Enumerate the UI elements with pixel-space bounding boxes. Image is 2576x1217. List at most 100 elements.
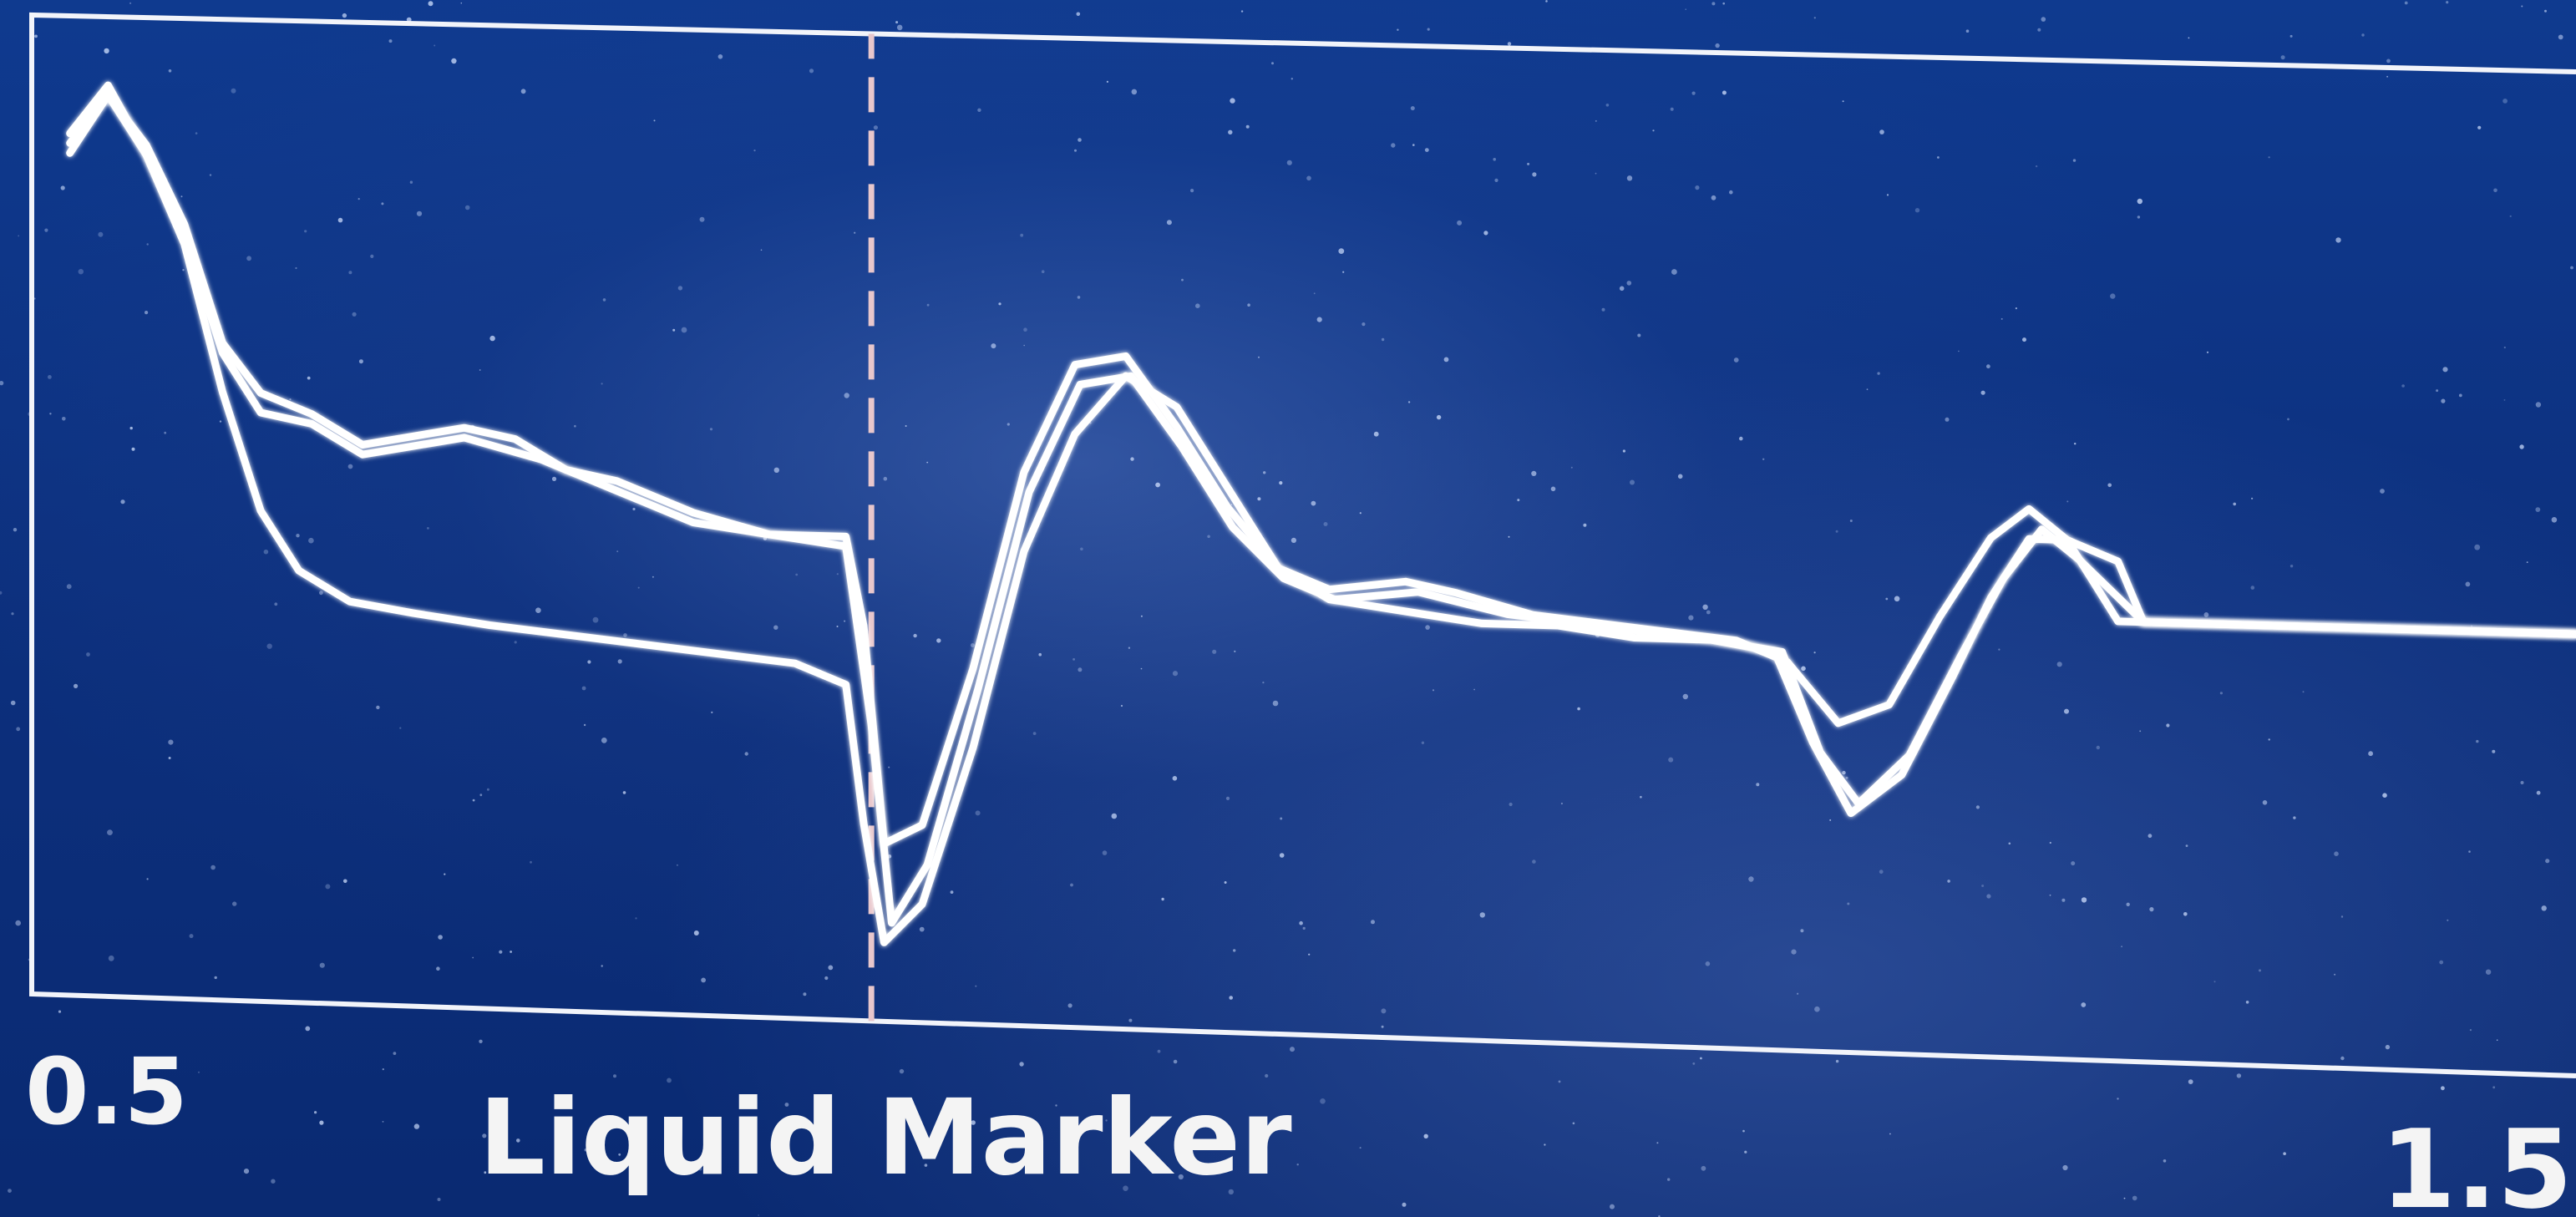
noise-speck: [2368, 751, 2374, 757]
noise-speck: [1626, 175, 1633, 181]
noise-speck: [1427, 28, 1430, 31]
noise-speck: [413, 1123, 420, 1129]
noise-speck: [2551, 517, 2558, 523]
noise-speck: [11, 612, 14, 616]
noise-speck: [2503, 399, 2506, 401]
noise-speck: [1432, 689, 1435, 692]
noise-speck: [1381, 337, 1385, 342]
noise-speck: [1290, 1047, 1295, 1052]
noise-speck: [2474, 544, 2481, 550]
noise-speck: [2458, 393, 2462, 398]
noise-speck: [635, 917, 637, 920]
noise-speck: [2219, 692, 2223, 695]
noise-speck: [382, 1068, 384, 1071]
noise-speck: [145, 311, 149, 315]
noise-speck: [854, 231, 856, 234]
noise-speck: [1711, 2, 1716, 6]
noise-speck: [2334, 851, 2339, 856]
noise-speck: [673, 1142, 677, 1144]
noise-speck: [844, 620, 846, 622]
noise-speck: [2206, 351, 2209, 353]
noise-speck: [1656, 1142, 1659, 1144]
noise-speck: [1531, 470, 1537, 477]
noise-speck: [305, 1026, 311, 1032]
noise-speck: [428, 1, 434, 7]
noise-speck: [1813, 17, 1816, 19]
noise-speck: [295, 266, 297, 270]
noise-speck: [168, 739, 174, 745]
noise-speck: [1230, 504, 1233, 505]
noise-speck: [1302, 926, 1306, 930]
noise-speck: [1338, 248, 1345, 254]
noise-speck: [2519, 444, 2524, 449]
noise-speck: [198, 1071, 200, 1073]
noise-speck: [1829, 819, 1832, 821]
noise-speck: [2515, 1195, 2518, 1199]
noise-speck: [289, 398, 292, 401]
noise-speck: [1572, 1122, 1575, 1125]
noise-speck: [1157, 1049, 1161, 1053]
noise-speck: [146, 878, 149, 880]
noise-speck: [1473, 688, 1475, 691]
noise-speck: [896, 24, 903, 31]
noise-speck: [60, 185, 65, 190]
noise-speck: [1076, 12, 1081, 17]
noise-speck: [1410, 106, 1415, 111]
noise-speck: [698, 1167, 702, 1171]
noise-speck: [718, 54, 723, 59]
noise-speck: [209, 174, 212, 176]
noise-speck: [2163, 1159, 2167, 1163]
noise-speck: [1402, 1202, 1407, 1207]
noise-speck: [1257, 497, 1261, 501]
noise-speck: [836, 573, 839, 576]
noise-speck: [438, 935, 443, 940]
noise-speck: [1262, 682, 1265, 684]
noise-speck: [632, 507, 636, 511]
noise-speck: [1105, 1119, 1108, 1122]
noise-speck: [773, 625, 778, 630]
noise-speck: [1391, 143, 1396, 148]
noise-speck: [1286, 160, 1292, 165]
noise-speck: [795, 573, 799, 576]
noise-speck: [2280, 55, 2285, 60]
noise-speck: [437, 1198, 441, 1201]
noise-speck: [1280, 817, 1283, 820]
noise-speck: [1583, 523, 1587, 527]
noise-speck: [836, 626, 839, 627]
noise-speck: [296, 534, 300, 538]
noise-speck: [307, 376, 311, 380]
noise-speck: [1560, 802, 1563, 805]
noise-speck: [2361, 33, 2365, 37]
noise-speck: [1212, 649, 1217, 654]
noise-speck: [1652, 129, 1655, 132]
noise-speck: [2386, 75, 2389, 78]
noise-speck: [1677, 474, 1683, 479]
noise-speck: [182, 269, 185, 271]
noise-speck: [1007, 423, 1010, 426]
noise-speck: [1986, 894, 1991, 899]
noise-speck: [34, 34, 38, 38]
noise-speck: [1195, 303, 1200, 309]
noise-speck: [2188, 37, 2190, 39]
noise-speck: [2340, 915, 2344, 918]
noise-speck: [1914, 208, 1920, 213]
noise-speck: [707, 1129, 712, 1134]
noise-speck: [1813, 652, 1816, 654]
noise-speck: [2509, 215, 2512, 217]
noise-speck: [1173, 1059, 1178, 1064]
trace-line-1: [66, 81, 2576, 946]
noise-speck: [1019, 1062, 1024, 1067]
noise-speck: [219, 420, 222, 423]
noise-speck: [1425, 625, 1430, 630]
noise-speck: [1423, 1133, 1428, 1139]
noise-speck: [2340, 1056, 2345, 1061]
noise-speck: [1722, 2, 1725, 5]
plot-frame: [29, 12, 2576, 1078]
noise-speck: [2526, 561, 2528, 563]
noise-speck: [381, 202, 384, 205]
noise-speck: [574, 424, 576, 428]
noise-speck: [530, 860, 532, 864]
noise-speck: [1279, 481, 1283, 485]
noise-speck: [1443, 357, 1449, 363]
noise-speck: [168, 757, 171, 759]
